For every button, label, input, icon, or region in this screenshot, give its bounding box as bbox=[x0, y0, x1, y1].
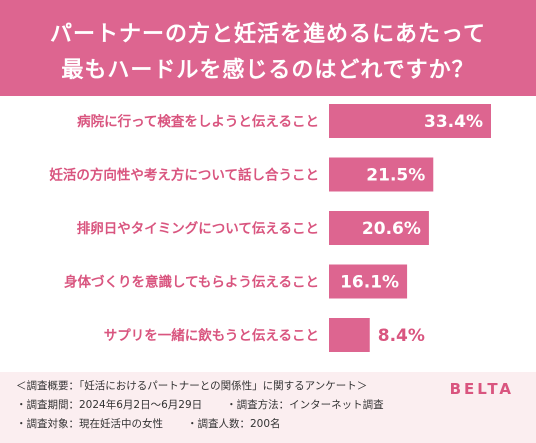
value-label: 33.4% bbox=[424, 112, 483, 132]
category-label: 病院に行って検査をしようと伝えること bbox=[77, 113, 319, 130]
chart-area: 病院に行って検査をしようと伝えること 33.4% 妊活の方向性や考え方について話し合… bbox=[0, 96, 536, 372]
value-label: 16.1% bbox=[340, 273, 399, 293]
title-line-2: 最もハードルを感じるのはどれですか？ bbox=[61, 58, 475, 83]
survey-summary: ＜調査概要：「妊活におけるパートナーとの関係性」に関するアンケート＞ bbox=[16, 380, 368, 392]
value-label: 21.5% bbox=[366, 166, 425, 186]
header-banner: パートナーの方と妊活を進めるにあたって 最もハードルを感じるのはどれですか？ bbox=[0, 0, 536, 96]
survey-footer: ＜調査概要：「妊活におけるパートナーとの関係性」に関するアンケート＞ ・調査期間… bbox=[0, 372, 536, 443]
bar bbox=[329, 264, 408, 299]
category-label: サプリを一緒に飲もうと伝えること bbox=[104, 327, 319, 344]
brand-logo: BELTA bbox=[449, 380, 514, 398]
survey-period: ・調査期間：2024年6月2日〜6月29日 bbox=[16, 399, 203, 411]
category-label: 妊活の方向性や考え方について話し合うこと bbox=[49, 167, 319, 184]
title-line-1: パートナーの方と妊活を進めるにあたって bbox=[50, 22, 486, 47]
survey-count: ・調査人数：200名 bbox=[187, 418, 281, 430]
category-label: 身体づくりを意識してもらよう伝えること bbox=[64, 274, 319, 291]
value-label: 8.4% bbox=[378, 326, 425, 346]
survey-target: ・調査対象：現在妊活中の女性 bbox=[16, 418, 163, 430]
category-label: 排卵日やタイミングについて伝えること bbox=[77, 220, 319, 237]
bar bbox=[329, 318, 370, 352]
bar bbox=[329, 157, 434, 192]
value-label: 20.6% bbox=[362, 219, 421, 239]
survey-method: ・調査方法：インターネット調査 bbox=[226, 399, 384, 411]
bar bbox=[329, 104, 491, 138]
bar bbox=[329, 211, 429, 245]
bar-chart: 病院に行って検査をしようと伝えること 33.4% 妊活の方向性や考え方について話し合… bbox=[49, 104, 491, 352]
